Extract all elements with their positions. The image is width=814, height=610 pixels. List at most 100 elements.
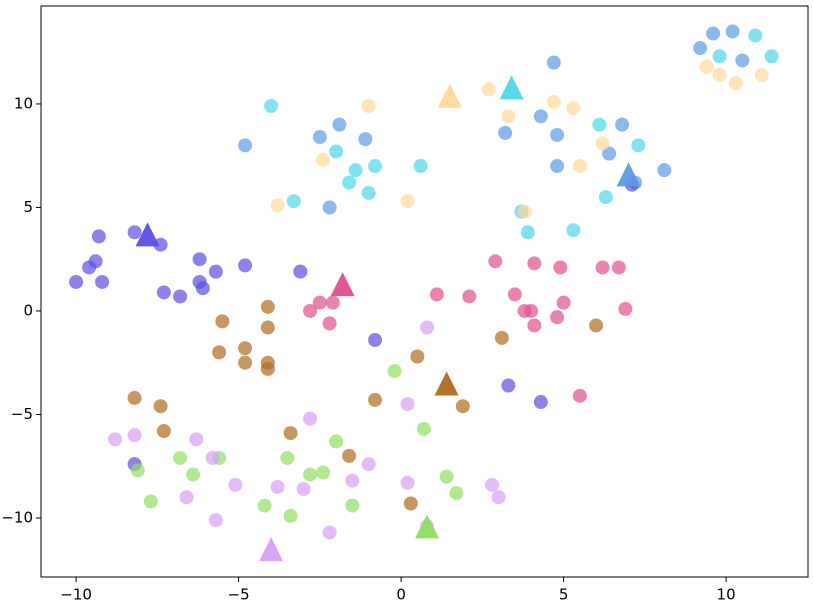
point [173,450,188,465]
point [322,200,337,215]
point [520,225,535,240]
point [368,159,383,174]
point [657,163,672,178]
point [260,299,275,314]
point [312,295,327,310]
point [361,98,376,113]
point [420,320,435,335]
point [550,127,565,142]
x-tick-label: −5 [228,586,250,604]
point [286,194,301,209]
point [546,94,561,109]
point [602,146,617,161]
point [91,229,106,244]
point [127,225,142,240]
point [303,467,318,482]
y-tick-label: 0 [23,301,33,319]
y-tick-label: 5 [23,198,33,216]
point [257,498,272,513]
point [368,392,383,407]
point [345,473,360,488]
point [228,477,243,492]
point [517,204,532,219]
x-tick-label: 10 [717,586,736,604]
point [69,274,84,289]
point [156,424,171,439]
x-tick-label: −10 [60,586,92,604]
x-tick-label: 5 [559,586,569,604]
point [455,399,470,414]
point [592,117,607,132]
point [88,254,103,269]
point [156,285,171,300]
point [303,303,318,318]
centroid-marker [437,83,462,108]
point [108,432,123,447]
point [348,163,363,178]
point [533,395,548,410]
point [712,67,727,82]
point [283,426,298,441]
point [153,237,168,252]
point [501,378,516,393]
point [238,355,253,370]
point [527,256,542,271]
point [413,159,428,174]
point [439,469,454,484]
point [260,320,275,335]
centroid-marker [434,371,459,396]
point [485,477,500,492]
point [611,260,626,275]
point [735,53,750,68]
point [725,24,740,39]
point [400,194,415,209]
point [764,49,779,64]
point [553,260,568,275]
point [316,152,331,167]
point [173,289,188,304]
centroid-marker [616,162,641,187]
centroid-marker [135,222,160,247]
point [238,258,253,273]
y-tick-label: 10 [14,94,33,112]
point [208,513,223,528]
point [556,295,571,310]
point [429,287,444,302]
point [260,361,275,376]
point [618,301,633,316]
point [329,434,344,449]
point [332,117,347,132]
point [329,144,344,159]
point [572,388,587,403]
centroid-marker [259,537,284,562]
point [303,411,318,426]
point [498,125,513,140]
point [143,494,158,509]
point [283,508,298,523]
point [595,260,610,275]
point [325,295,340,310]
point [312,130,327,145]
point [238,138,253,153]
centroid-marker [415,514,440,539]
point [127,390,142,405]
point [546,55,561,70]
point [410,349,425,364]
point [189,432,204,447]
point [699,59,714,74]
point [728,76,743,91]
point [345,498,360,513]
point [358,132,373,147]
point [533,109,548,124]
point [488,254,503,269]
point [615,117,630,132]
centroid-marker [499,75,524,100]
point [494,330,509,345]
point [238,341,253,356]
point [754,67,769,82]
point [507,287,522,302]
point [400,475,415,490]
point [566,101,581,116]
point [566,223,581,238]
